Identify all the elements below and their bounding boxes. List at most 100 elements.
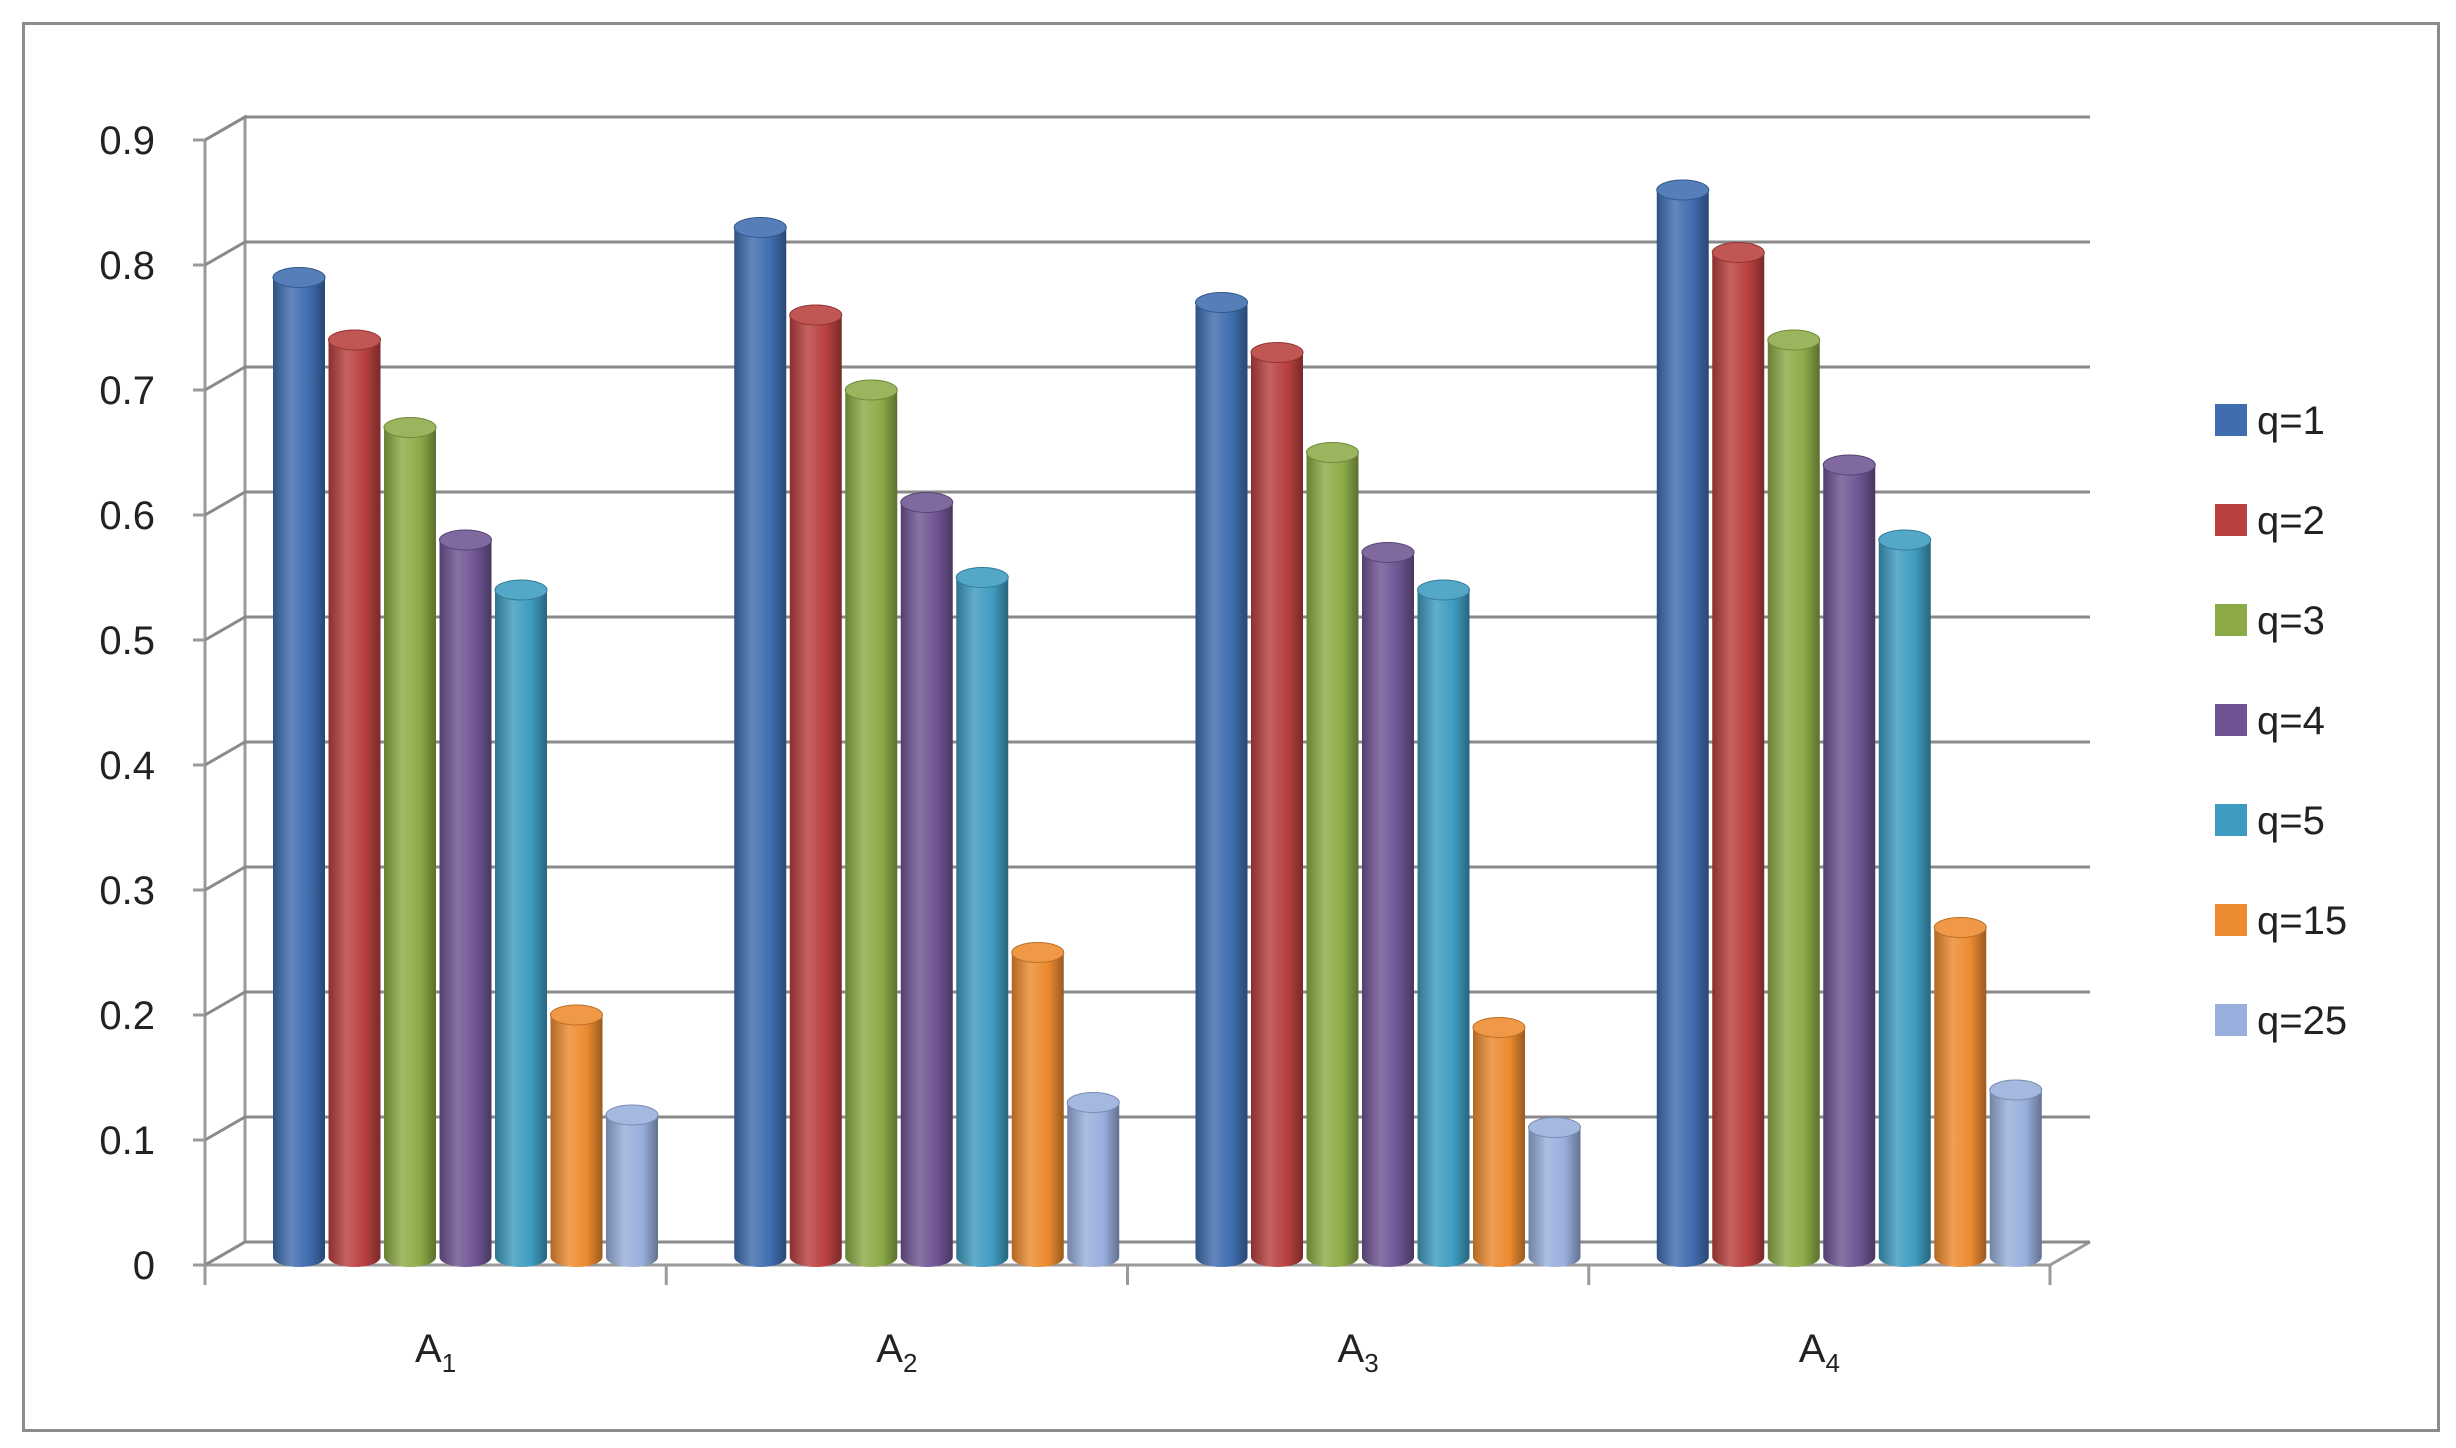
bar	[1528, 1117, 1581, 1267]
bar-body	[1989, 1090, 2042, 1267]
bar-top	[1711, 242, 1765, 263]
legend-item: q=5	[2215, 799, 2325, 843]
bar	[1011, 942, 1065, 1267]
bar-body	[550, 1015, 603, 1267]
bar-top	[1656, 179, 1710, 201]
x-tick-label: A1	[415, 1327, 456, 1378]
bar-top	[1066, 1092, 1120, 1113]
gridline	[204, 240, 2090, 267]
bar-body	[1011, 952, 1064, 1267]
bar-top	[1767, 329, 1821, 351]
legend-label: q=1	[2257, 399, 2325, 443]
bar	[494, 579, 548, 1267]
bar-top	[550, 1004, 603, 1026]
bar-top	[900, 492, 954, 513]
legend: q=1 q=2 q=3 q=4 q=5 q=15 q=25	[2215, 399, 2347, 1043]
legend-item: q=4	[2215, 699, 2325, 743]
bar	[1472, 1017, 1526, 1267]
bar-body	[1251, 352, 1303, 1267]
bar	[605, 1104, 659, 1267]
bar-body	[384, 427, 436, 1267]
bar-body	[1306, 452, 1359, 1267]
y-tick-label: 0.2	[99, 994, 155, 1038]
legend-swatch	[2215, 704, 2247, 736]
legend-label: q=4	[2257, 699, 2325, 743]
y-tick-label: 0.9	[99, 119, 155, 163]
bar-top	[1361, 542, 1415, 563]
x-tick-label: A2	[876, 1327, 917, 1378]
bar-top	[1195, 292, 1248, 313]
bar-body	[956, 577, 1009, 1267]
bar	[439, 529, 492, 1267]
bar-body	[789, 315, 842, 1267]
bar-top	[1822, 454, 1876, 476]
legend-swatch	[2215, 604, 2247, 636]
bar	[1989, 1079, 2043, 1267]
bar-body	[845, 390, 898, 1267]
x-axis: A1 A2 A3 A4	[203, 1265, 2052, 1378]
bar-body	[1417, 590, 1470, 1267]
bar-body	[1878, 540, 1931, 1267]
bar-body	[734, 227, 787, 1267]
bar	[1878, 529, 1932, 1267]
y-tick-label: 0.8	[99, 244, 155, 288]
bar	[1195, 292, 1248, 1267]
bar-top	[383, 417, 437, 438]
bar-body	[1528, 1127, 1581, 1267]
legend-label: q=2	[2257, 499, 2325, 543]
bar	[1066, 1092, 1120, 1267]
legend-label: q=25	[2257, 999, 2347, 1043]
bar-top	[1933, 917, 1987, 938]
bar	[900, 492, 954, 1267]
legend-swatch	[2215, 1004, 2247, 1036]
bar	[383, 417, 437, 1267]
bar-body	[606, 1115, 658, 1267]
bar-top	[605, 1104, 659, 1126]
bar-top	[439, 529, 492, 551]
legend-swatch	[2215, 404, 2247, 436]
legend-item: q=3	[2215, 599, 2325, 643]
bar-top	[1528, 1117, 1581, 1138]
bar	[1822, 454, 1876, 1267]
gridline	[204, 740, 2090, 767]
bar-body	[1656, 190, 1709, 1267]
legend-item: q=25	[2215, 999, 2347, 1043]
y-tick-label: 0.5	[99, 619, 155, 663]
bar-body	[1823, 465, 1876, 1267]
legend-item: q=1	[2215, 399, 2325, 443]
bar	[550, 1004, 603, 1267]
legend-swatch	[2215, 504, 2247, 536]
gridline	[204, 490, 2090, 517]
legend-item: q=2	[2215, 499, 2325, 543]
bar	[328, 329, 381, 1267]
bar-body	[1362, 552, 1414, 1267]
bar-body	[1767, 340, 1820, 1267]
bar	[1417, 579, 1470, 1267]
gridline	[204, 990, 2090, 1017]
y-tick-label: 0	[133, 1244, 155, 1288]
bar-top	[494, 579, 548, 601]
bar	[1767, 329, 1821, 1267]
bar-body	[1067, 1102, 1120, 1267]
legend-swatch	[2215, 804, 2247, 836]
bar-top	[844, 379, 898, 401]
bar	[272, 267, 326, 1267]
bar	[1250, 342, 1304, 1267]
bar-top	[733, 217, 787, 238]
gridline	[204, 115, 2090, 142]
legend-label: q=15	[2257, 899, 2347, 943]
bar	[1306, 442, 1359, 1267]
bar-top	[1417, 579, 1470, 601]
bar-body	[1712, 252, 1765, 1267]
bar	[1711, 242, 1765, 1267]
bar-top	[789, 304, 843, 326]
bar-body	[273, 277, 325, 1267]
bar-body	[439, 540, 492, 1267]
bar-body	[1473, 1027, 1525, 1267]
bar-top	[272, 267, 326, 288]
bar-top	[1250, 342, 1304, 363]
bar	[844, 379, 898, 1267]
bar	[733, 217, 787, 1267]
legend-swatch	[2215, 904, 2247, 936]
